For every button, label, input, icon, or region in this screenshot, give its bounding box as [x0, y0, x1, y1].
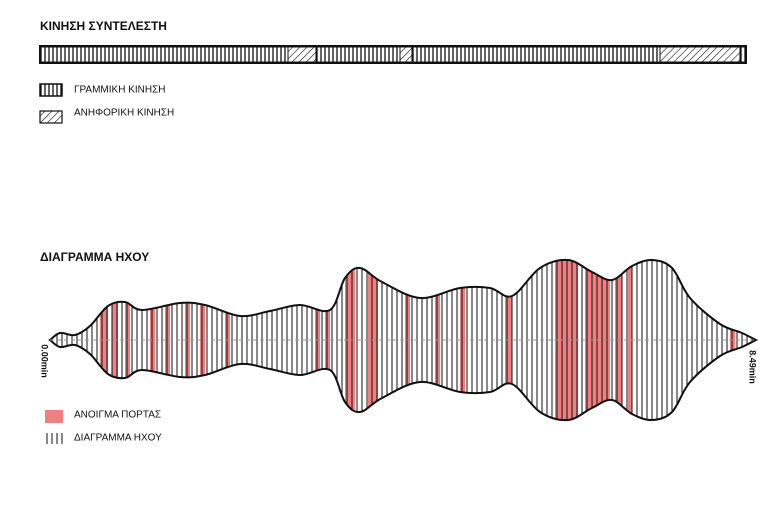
envelope-fill — [50, 259, 756, 421]
movement-segment — [411, 46, 661, 63]
movement-segment — [287, 46, 317, 63]
movement-segment — [315, 46, 401, 63]
movement-segment — [659, 46, 741, 63]
movement-segment — [739, 46, 746, 63]
legend-label: ΔΙΑΓΡΑΜΜΑ ΗΧΟΥ — [74, 433, 162, 444]
movement-segment — [399, 46, 413, 63]
legend-swatch-uphill — [39, 110, 63, 124]
movement-frame — [39, 45, 747, 64]
legend-swatch-linear — [39, 83, 63, 97]
legend-swatch-door — [45, 410, 63, 423]
legend-label: ΑΝΗΦΟΡΙΚΗ ΚΙΝΗΣΗ — [74, 108, 174, 119]
movement-title: ΚΙΝΗΣΗ ΣΥΝΤΕΛΕΣΤΗ — [40, 19, 167, 33]
sound-envelope — [48, 258, 759, 422]
end-time-label: 8.49min — [748, 350, 758, 384]
sound-title: ΔΙΑΓΡΑΜΜΑ ΗΧΟΥ — [40, 250, 149, 264]
legend-swatch-sound — [45, 433, 63, 444]
start-time-label: 0.00min — [40, 344, 50, 378]
sound-stripes — [50, 259, 756, 421]
movement-segment — [40, 46, 289, 63]
movement-bar — [39, 45, 747, 64]
legend-label: ΑΝΟΙΓΜΑ ΠΟΡΤΑΣ — [74, 410, 161, 421]
envelope-outline — [48, 258, 759, 422]
legend-label: ΓΡΑΜΜΙΚΗ ΚΙΝΗΣΗ — [74, 85, 166, 96]
